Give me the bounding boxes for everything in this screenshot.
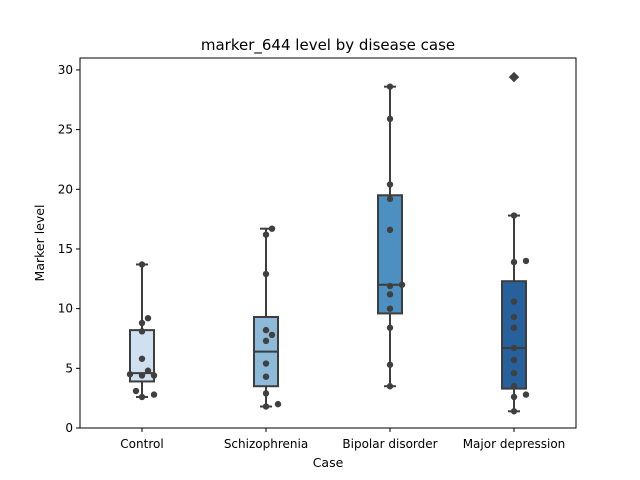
data-point <box>510 298 518 305</box>
data-point <box>398 281 406 288</box>
x-tick-label: Bipolar disorder <box>342 437 437 451</box>
data-point <box>268 225 276 232</box>
plot-area: 0 5 10 15 20 25 30 Control Schizophrenia Bipolar … <box>58 63 566 451</box>
data-point <box>386 361 394 368</box>
data-point <box>262 373 270 380</box>
data-point <box>138 355 146 362</box>
chart-title: marker_644 level by disease case <box>201 36 455 55</box>
data-point <box>510 369 518 377</box>
data-point <box>144 367 152 374</box>
y-tick-label: 0 <box>65 421 73 435</box>
data-point <box>262 403 270 410</box>
x-tick-label: Major depression <box>463 437 566 451</box>
data-point <box>510 344 518 352</box>
data-point <box>386 291 394 298</box>
data-point <box>150 372 158 379</box>
data-point <box>274 400 282 408</box>
y-tick-label: 30 <box>58 63 73 77</box>
data-point <box>510 408 518 415</box>
data-point <box>510 313 518 321</box>
data-point <box>510 258 518 266</box>
data-point <box>138 372 146 379</box>
data-point <box>126 371 134 378</box>
data-point <box>262 360 270 367</box>
data-point <box>386 195 394 203</box>
data-point <box>386 282 394 290</box>
data-point <box>386 181 394 188</box>
data-point <box>262 270 270 278</box>
data-point <box>132 387 140 395</box>
data-point <box>510 356 518 364</box>
y-tick-label: 25 <box>58 123 73 137</box>
data-point <box>262 231 270 238</box>
data-point <box>386 115 394 123</box>
data-point <box>510 212 518 219</box>
y-axis-label: Marker level <box>32 205 47 282</box>
x-tick-label: Schizophrenia <box>224 437 308 451</box>
y-tick-label: 5 <box>65 361 73 375</box>
data-point <box>144 314 152 322</box>
data-point <box>386 324 394 331</box>
x-axis-label: Case <box>313 455 344 470</box>
data-point <box>522 257 530 265</box>
data-point <box>262 390 270 397</box>
data-point <box>138 319 146 327</box>
data-point <box>386 383 394 390</box>
data-point <box>510 383 518 390</box>
data-point <box>268 331 276 339</box>
data-point <box>510 73 518 81</box>
data-point <box>386 305 394 312</box>
y-tick-label: 10 <box>58 302 73 316</box>
data-point <box>510 324 518 331</box>
y-tick-label: 15 <box>58 242 73 256</box>
data-point <box>386 226 394 234</box>
data-point <box>510 393 518 401</box>
data-point <box>138 328 146 335</box>
data-point <box>138 393 146 401</box>
plot-frame <box>79 57 577 429</box>
data-point <box>150 391 158 398</box>
data-point <box>262 326 270 334</box>
y-tick-label: 20 <box>58 182 73 196</box>
data-point <box>522 391 530 398</box>
data-point <box>386 83 394 90</box>
data-point <box>138 261 146 268</box>
x-tick-label: Control <box>120 437 163 451</box>
data-point <box>262 337 270 345</box>
